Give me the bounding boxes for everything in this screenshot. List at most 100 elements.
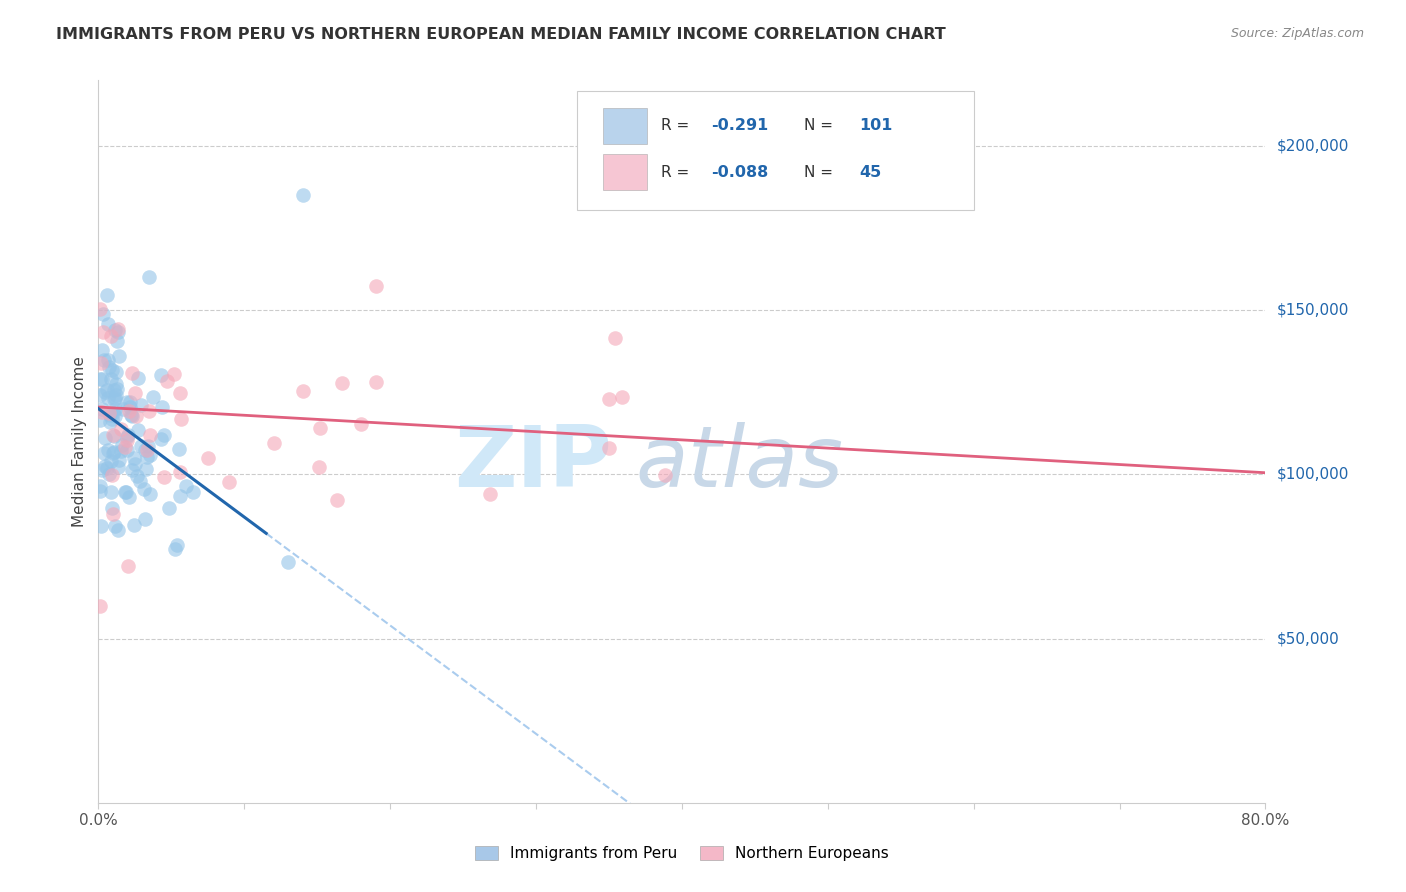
Point (121, 366, 143, 380)
Point (115, 395, 138, 409)
Point (114, 440, 136, 454)
Point (350, 417, 373, 431)
Point (107, 349, 129, 363)
Point (110, 444, 132, 458)
Point (364, 376, 387, 390)
Point (308, 421, 330, 435)
Point (96, 287, 118, 301)
Point (364, 279, 387, 293)
Point (170, 412, 193, 426)
Point (103, 428, 125, 442)
Point (134, 442, 156, 457)
Point (114, 485, 136, 500)
Point (90, 519, 112, 533)
Point (124, 386, 146, 401)
Point (156, 375, 179, 389)
Text: $100,000: $100,000 (1277, 467, 1348, 482)
Point (101, 507, 124, 521)
Point (598, 392, 620, 406)
Point (91, 307, 114, 321)
Point (163, 542, 186, 557)
Text: N =: N = (804, 119, 838, 133)
Point (142, 390, 165, 404)
Point (100, 372, 122, 386)
Point (107, 321, 129, 335)
Point (107, 523, 129, 537)
Point (129, 474, 152, 488)
Point (89, 599, 111, 613)
Point (136, 439, 159, 453)
Point (181, 484, 204, 499)
Point (153, 428, 176, 442)
Point (138, 404, 160, 418)
Point (122, 450, 145, 465)
Point (105, 334, 128, 349)
Point (98, 408, 121, 422)
Point (169, 386, 191, 401)
Point (138, 427, 160, 442)
Point (118, 395, 141, 409)
Point (103, 391, 125, 405)
Point (93, 446, 115, 460)
Point (103, 444, 125, 458)
Text: $50,000: $50,000 (1277, 632, 1340, 646)
Point (169, 465, 191, 479)
Point (308, 460, 330, 475)
Point (101, 467, 124, 482)
Text: R =: R = (661, 119, 695, 133)
Point (98, 360, 121, 375)
Point (149, 432, 172, 446)
Text: -0.291: -0.291 (711, 119, 768, 133)
Point (108, 453, 131, 467)
Text: atlas: atlas (636, 422, 844, 505)
Point (101, 406, 124, 420)
Point (605, 331, 627, 345)
Point (125, 468, 148, 483)
Point (100, 328, 122, 343)
Point (103, 392, 125, 406)
Point (277, 555, 299, 569)
Point (134, 483, 156, 497)
Point (326, 492, 349, 507)
Point (89, 478, 111, 492)
Point (104, 376, 127, 391)
Point (117, 404, 139, 418)
Point (97, 353, 120, 368)
Point (121, 409, 143, 423)
Point (117, 558, 139, 573)
Point (129, 398, 152, 412)
Point (115, 485, 138, 500)
Point (157, 500, 180, 515)
Point (100, 454, 122, 468)
Point (101, 363, 124, 377)
Point (91, 463, 114, 477)
Text: Source: ZipAtlas.com: Source: ZipAtlas.com (1230, 27, 1364, 40)
Point (91, 405, 114, 419)
Point (167, 442, 190, 456)
Point (104, 519, 127, 533)
Point (135, 450, 157, 464)
Point (107, 460, 129, 475)
Point (129, 439, 152, 453)
Point (97, 391, 120, 405)
Point (94, 458, 117, 473)
FancyBboxPatch shape (603, 154, 647, 190)
Text: $200,000: $200,000 (1277, 138, 1348, 153)
Point (478, 487, 501, 501)
Y-axis label: Median Family Income: Median Family Income (72, 356, 87, 527)
Point (93, 431, 115, 445)
Point (97, 317, 120, 331)
Point (122, 517, 145, 532)
Point (96, 460, 118, 475)
Point (111, 401, 134, 416)
Point (89, 388, 111, 402)
Point (138, 448, 160, 462)
Text: ZIP: ZIP (454, 422, 612, 505)
Text: -0.088: -0.088 (711, 164, 768, 179)
Point (115, 433, 138, 447)
Point (100, 415, 122, 429)
Point (127, 371, 149, 385)
Text: R =: R = (661, 164, 695, 179)
Point (94, 385, 117, 400)
Point (134, 512, 156, 526)
